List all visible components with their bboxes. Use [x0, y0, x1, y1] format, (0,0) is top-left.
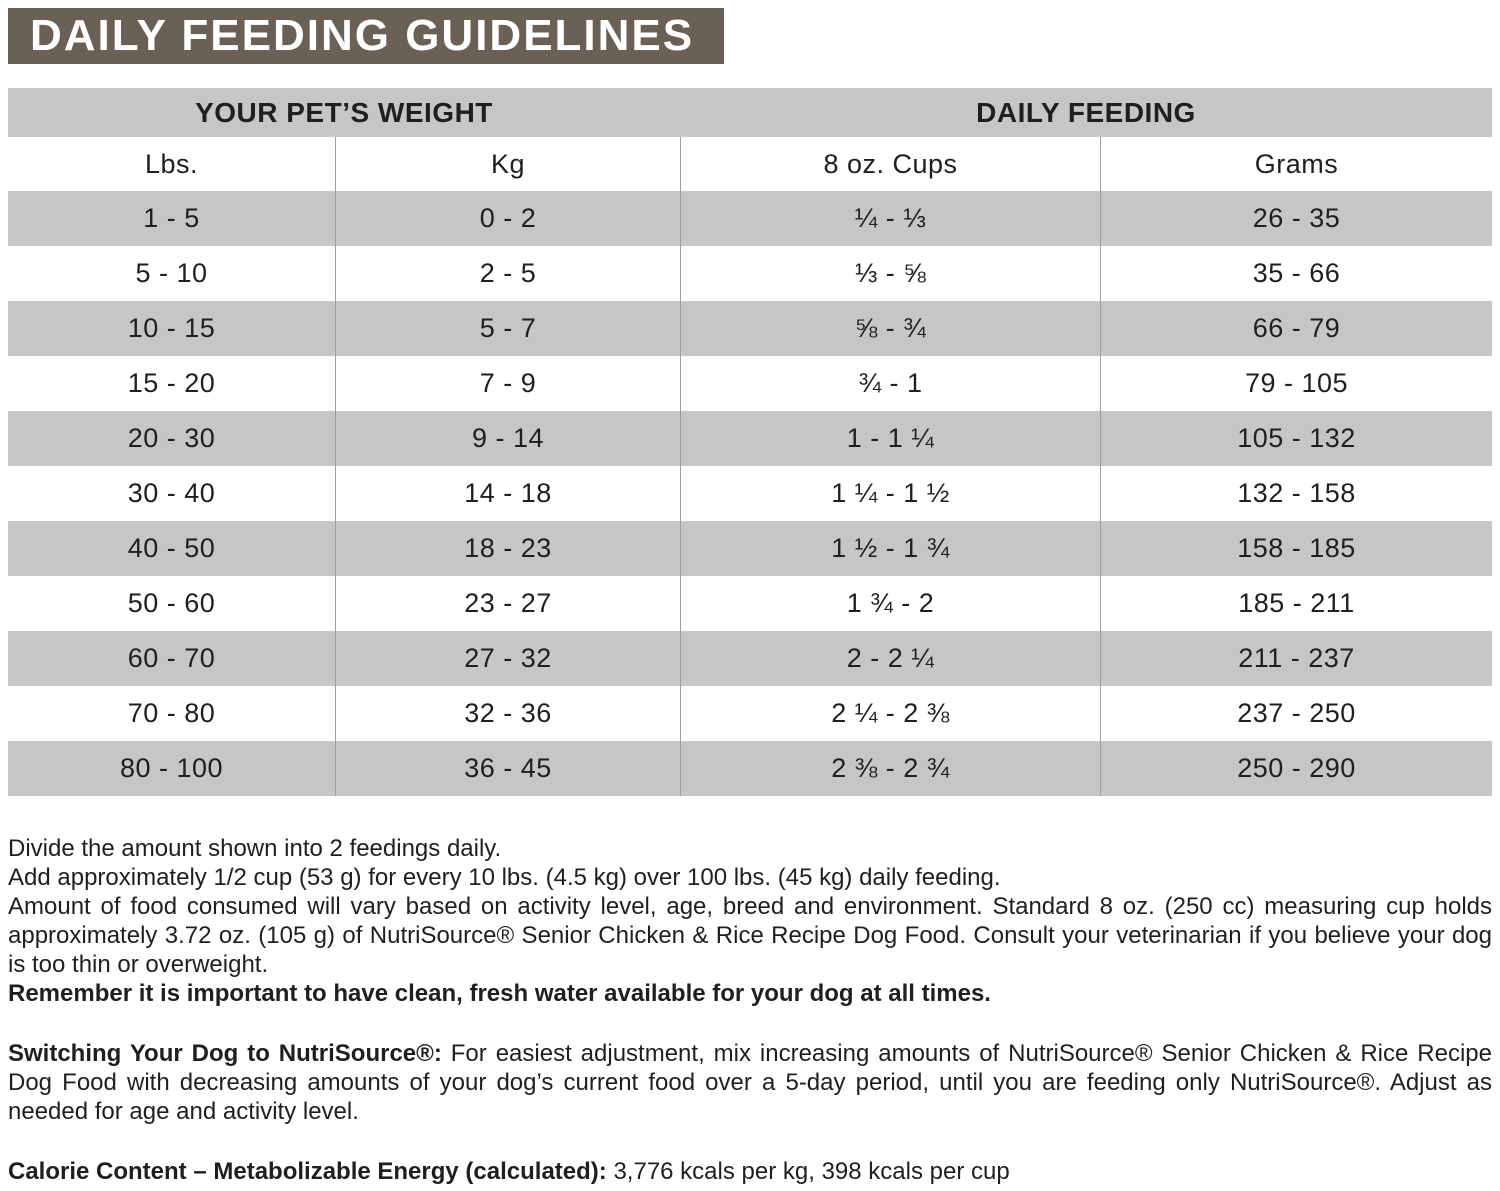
cell-cups: 1 ½ - 1 ¾ — [680, 521, 1100, 576]
note-add-cup: Add approximately 1/2 cup (53 g) for eve… — [8, 864, 1001, 891]
group-header-daily-feeding: DAILY FEEDING — [976, 96, 1196, 128]
cell-grams: 250 - 290 — [1100, 741, 1492, 796]
cell-lbs: 80 - 100 — [119, 753, 224, 783]
group-header-row: YOUR PET’S WEIGHT DAILY FEEDING — [8, 88, 1492, 137]
note-consumption-variance: Amount of food consumed will vary based … — [8, 893, 1492, 978]
cell-grams: 237 - 250 — [1100, 686, 1492, 741]
cell-cups: ⅓ - ⅝ — [680, 246, 1100, 301]
note-calorie-label: Calorie Content – Metabolizable Energy (… — [8, 1158, 607, 1185]
table-row: 80 - 100 36 - 45 2 ⅜ - 2 ¾ 250 - 290 — [8, 741, 1492, 796]
notes-section: Divide the amount shown into 2 feedings … — [8, 834, 1492, 1186]
table-row: 5 - 10 2 - 5 ⅓ - ⅝ 35 - 66 — [8, 246, 1492, 301]
cell-kg: 18 - 23 — [335, 521, 680, 576]
cell-lbs: 30 - 40 — [127, 478, 216, 508]
note-switching-text: For easiest adjustment, mix increasing a… — [8, 1040, 1492, 1125]
cell-lbs: 1 - 5 — [143, 203, 200, 233]
cell-grams: 158 - 185 — [1100, 521, 1492, 576]
cell-lbs: 20 - 30 — [127, 423, 216, 453]
table-row: 40 - 50 18 - 23 1 ½ - 1 ¾ 158 - 185 — [8, 521, 1492, 576]
feeding-table: YOUR PET’S WEIGHT DAILY FEEDING Lbs. Kg … — [8, 88, 1492, 796]
note-fresh-water: Remember it is important to have clean, … — [8, 980, 991, 1007]
cell-lbs: 50 - 60 — [127, 588, 216, 618]
cell-kg: 36 - 45 — [335, 741, 680, 796]
cell-grams: 185 - 211 — [1100, 576, 1492, 631]
cell-cups: 2 ¼ - 2 ⅜ — [680, 686, 1100, 741]
cell-grams: 26 - 35 — [1100, 191, 1492, 246]
cell-lbs: 70 - 80 — [127, 698, 216, 728]
cell-lbs: 40 - 50 — [127, 533, 216, 563]
table-row: 1 - 5 0 - 2 ¼ - ⅓ 26 - 35 — [8, 191, 1492, 246]
cell-grams: 132 - 158 — [1100, 466, 1492, 521]
cell-grams: 105 - 132 — [1100, 411, 1492, 466]
cell-kg: 9 - 14 — [335, 411, 680, 466]
cell-lbs: 15 - 20 — [127, 368, 216, 398]
column-header-grams: Grams — [1100, 137, 1492, 191]
cell-kg: 7 - 9 — [335, 356, 680, 411]
cell-cups: ⅝ - ¾ — [680, 301, 1100, 356]
cell-cups: ¾ - 1 — [680, 356, 1100, 411]
cell-grams: 35 - 66 — [1100, 246, 1492, 301]
cell-lbs: 5 - 10 — [135, 258, 208, 288]
table-row: 70 - 80 32 - 36 2 ¼ - 2 ⅜ 237 - 250 — [8, 686, 1492, 741]
cell-kg: 5 - 7 — [335, 301, 680, 356]
note-calorie-content: Calorie Content – Metabolizable Energy (… — [8, 1157, 1492, 1186]
column-header-cups: 8 oz. Cups — [680, 137, 1100, 191]
page-title: DAILY FEEDING GUIDELINES — [30, 11, 695, 60]
cell-grams: 66 - 79 — [1100, 301, 1492, 356]
cell-cups: 2 - 2 ¼ — [680, 631, 1100, 686]
cell-cups: 1 ¼ - 1 ½ — [680, 466, 1100, 521]
note-switching-label: Switching Your Dog to NutriSource®: — [8, 1040, 442, 1067]
cell-kg: 23 - 27 — [335, 576, 680, 631]
column-header-lbs: Lbs. — [144, 148, 199, 179]
cell-cups: 1 - 1 ¼ — [680, 411, 1100, 466]
table-row: 30 - 40 14 - 18 1 ¼ - 1 ½ 132 - 158 — [8, 466, 1492, 521]
table-row: 60 - 70 27 - 32 2 - 2 ¼ 211 - 237 — [8, 631, 1492, 686]
table-row: 20 - 30 9 - 14 1 - 1 ¼ 105 - 132 — [8, 411, 1492, 466]
cell-kg: 2 - 5 — [335, 246, 680, 301]
cell-cups: ¼ - ⅓ — [680, 191, 1100, 246]
page-title-bar: DAILY FEEDING GUIDELINES — [8, 8, 725, 64]
cell-kg: 27 - 32 — [335, 631, 680, 686]
cell-kg: 14 - 18 — [335, 466, 680, 521]
note-divide-feedings: Divide the amount shown into 2 feedings … — [8, 835, 502, 862]
table-row: 15 - 20 7 - 9 ¾ - 1 79 - 105 — [8, 356, 1492, 411]
cell-lbs: 10 - 15 — [127, 313, 216, 343]
group-header-pet-weight: YOUR PET’S WEIGHT — [195, 96, 493, 128]
column-header-kg: Kg — [335, 137, 680, 191]
table-row: 10 - 15 5 - 7 ⅝ - ¾ 66 - 79 — [8, 301, 1492, 356]
cell-grams: 211 - 237 — [1100, 631, 1492, 686]
cell-kg: 0 - 2 — [335, 191, 680, 246]
note-calorie-text: 3,776 kcals per kg, 398 kcals per cup — [606, 1158, 1010, 1185]
cell-lbs: 60 - 70 — [127, 643, 216, 673]
cell-kg: 32 - 36 — [335, 686, 680, 741]
cell-grams: 79 - 105 — [1100, 356, 1492, 411]
cell-cups: 2 ⅜ - 2 ¾ — [680, 741, 1100, 796]
note-switching: Switching Your Dog to NutriSource®: For … — [8, 1039, 1492, 1126]
column-header-row: Lbs. Kg 8 oz. Cups Grams — [8, 137, 1492, 191]
table-row: 50 - 60 23 - 27 1 ¾ - 2 185 - 211 — [8, 576, 1492, 631]
cell-cups: 1 ¾ - 2 — [680, 576, 1100, 631]
